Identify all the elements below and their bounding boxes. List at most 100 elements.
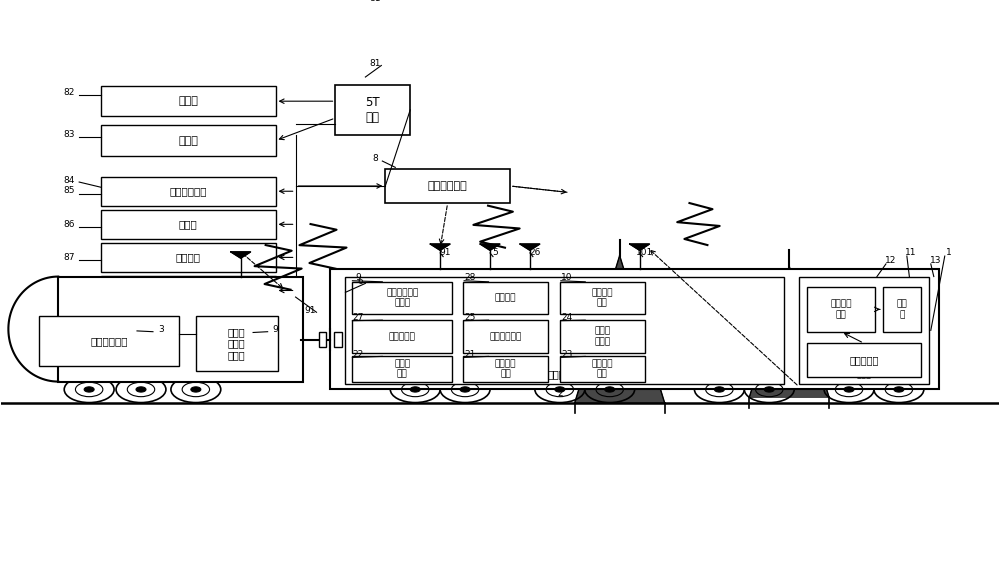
- Circle shape: [894, 387, 904, 392]
- Text: 列检所: 列检所: [178, 136, 198, 145]
- Text: 车厢间无线通
信装置: 车厢间无线通 信装置: [386, 288, 418, 308]
- Text: 5T
系统: 5T 系统: [366, 96, 380, 124]
- Polygon shape: [749, 266, 829, 398]
- Text: 制动监测
设备: 制动监测 设备: [591, 359, 613, 379]
- Text: 轴端发电机: 轴端发电机: [849, 355, 879, 366]
- Bar: [352, 320, 452, 353]
- Bar: [101, 125, 276, 156]
- Text: 11: 11: [905, 248, 917, 257]
- Bar: [463, 356, 548, 382]
- Circle shape: [844, 387, 854, 392]
- Text: 27: 27: [353, 313, 364, 322]
- Circle shape: [605, 387, 615, 392]
- Bar: [345, 277, 784, 384]
- Bar: [58, 277, 303, 382]
- Text: 6: 6: [358, 277, 363, 287]
- Polygon shape: [520, 244, 540, 251]
- Text: 83: 83: [63, 130, 75, 140]
- Text: 25: 25: [464, 313, 476, 322]
- Circle shape: [714, 387, 724, 392]
- Bar: [101, 86, 276, 117]
- Text: 24: 24: [561, 313, 572, 322]
- Text: 地面监测系统: 地面监测系统: [428, 181, 468, 191]
- Polygon shape: [630, 244, 650, 251]
- Text: 26: 26: [529, 248, 541, 257]
- Bar: [560, 282, 645, 315]
- Polygon shape: [231, 252, 251, 258]
- Bar: [39, 316, 179, 366]
- Text: 车厢间
无线通
信装置: 车厢间 无线通 信装置: [228, 327, 246, 360]
- Text: 87: 87: [63, 253, 75, 261]
- Text: 101: 101: [636, 248, 653, 257]
- Text: 22: 22: [353, 349, 364, 359]
- Text: 13: 13: [930, 256, 942, 265]
- Bar: [560, 320, 645, 353]
- Text: 91: 91: [439, 248, 451, 257]
- Bar: [319, 332, 326, 347]
- Bar: [799, 277, 929, 384]
- Text: 人机交
互装置: 人机交 互装置: [594, 327, 610, 346]
- Circle shape: [410, 387, 420, 392]
- Text: 85: 85: [63, 186, 75, 196]
- Bar: [101, 177, 276, 206]
- Text: 机车监测设备: 机车监测设备: [90, 336, 128, 346]
- Text: 铁路系统网站: 铁路系统网站: [170, 186, 207, 196]
- Text: 8: 8: [372, 154, 378, 163]
- Text: 电源管理
模块: 电源管理 模块: [830, 300, 852, 319]
- Circle shape: [84, 387, 94, 392]
- Text: 车厢监测设备: 车厢监测设备: [547, 369, 582, 379]
- Text: 12: 12: [885, 256, 897, 265]
- Text: 2: 2: [557, 389, 563, 398]
- Text: 82: 82: [64, 88, 75, 97]
- Text: 5: 5: [492, 248, 498, 257]
- Circle shape: [191, 387, 201, 392]
- Text: 编组站: 编组站: [179, 219, 198, 229]
- Text: 轴温监测
设备: 轴温监测 设备: [495, 359, 516, 379]
- Polygon shape: [430, 244, 450, 251]
- Text: 导航装置: 导航装置: [495, 293, 516, 303]
- Bar: [463, 282, 548, 315]
- Text: 行车记录仪: 行车记录仪: [389, 332, 416, 341]
- Text: 蓄电
池: 蓄电 池: [897, 300, 907, 319]
- Text: 91: 91: [305, 306, 316, 315]
- Text: 电子防
溜器: 电子防 溜器: [394, 359, 410, 379]
- Text: 运调中心: 运调中心: [176, 252, 201, 263]
- Text: 9: 9: [273, 324, 279, 333]
- Text: 28: 28: [464, 273, 476, 282]
- Text: 车站: 车站: [182, 285, 195, 296]
- Text: 86: 86: [63, 220, 75, 229]
- Bar: [334, 332, 342, 347]
- Bar: [196, 316, 278, 371]
- Circle shape: [460, 387, 470, 392]
- Text: 车地通信
装置: 车地通信 装置: [591, 288, 613, 308]
- Circle shape: [136, 387, 146, 392]
- Text: 铁路货车车端供
电装置: 铁路货车车端供 电装置: [846, 360, 881, 379]
- Bar: [352, 356, 452, 382]
- Bar: [101, 210, 276, 239]
- Circle shape: [764, 387, 774, 392]
- Polygon shape: [575, 256, 665, 403]
- Text: 3: 3: [158, 324, 164, 333]
- Bar: [385, 169, 510, 203]
- Text: 中央控制模块: 中央控制模块: [489, 332, 522, 341]
- Bar: [352, 282, 452, 315]
- Bar: [463, 320, 548, 353]
- Text: 21: 21: [464, 349, 476, 359]
- Bar: [335, 85, 410, 135]
- Bar: [101, 276, 276, 305]
- Bar: [807, 287, 875, 332]
- Text: 84: 84: [64, 177, 75, 185]
- Text: 1: 1: [946, 248, 952, 257]
- Circle shape: [555, 387, 565, 392]
- Text: 81: 81: [370, 59, 381, 69]
- Text: 81: 81: [370, 0, 381, 3]
- Bar: [807, 343, 921, 378]
- Bar: [560, 356, 645, 382]
- Bar: [101, 243, 276, 272]
- Text: 货车段: 货车段: [178, 96, 198, 106]
- Polygon shape: [480, 244, 500, 251]
- Bar: [883, 287, 921, 332]
- Bar: [330, 269, 939, 390]
- Text: 23: 23: [561, 349, 573, 359]
- Text: 10: 10: [561, 273, 573, 282]
